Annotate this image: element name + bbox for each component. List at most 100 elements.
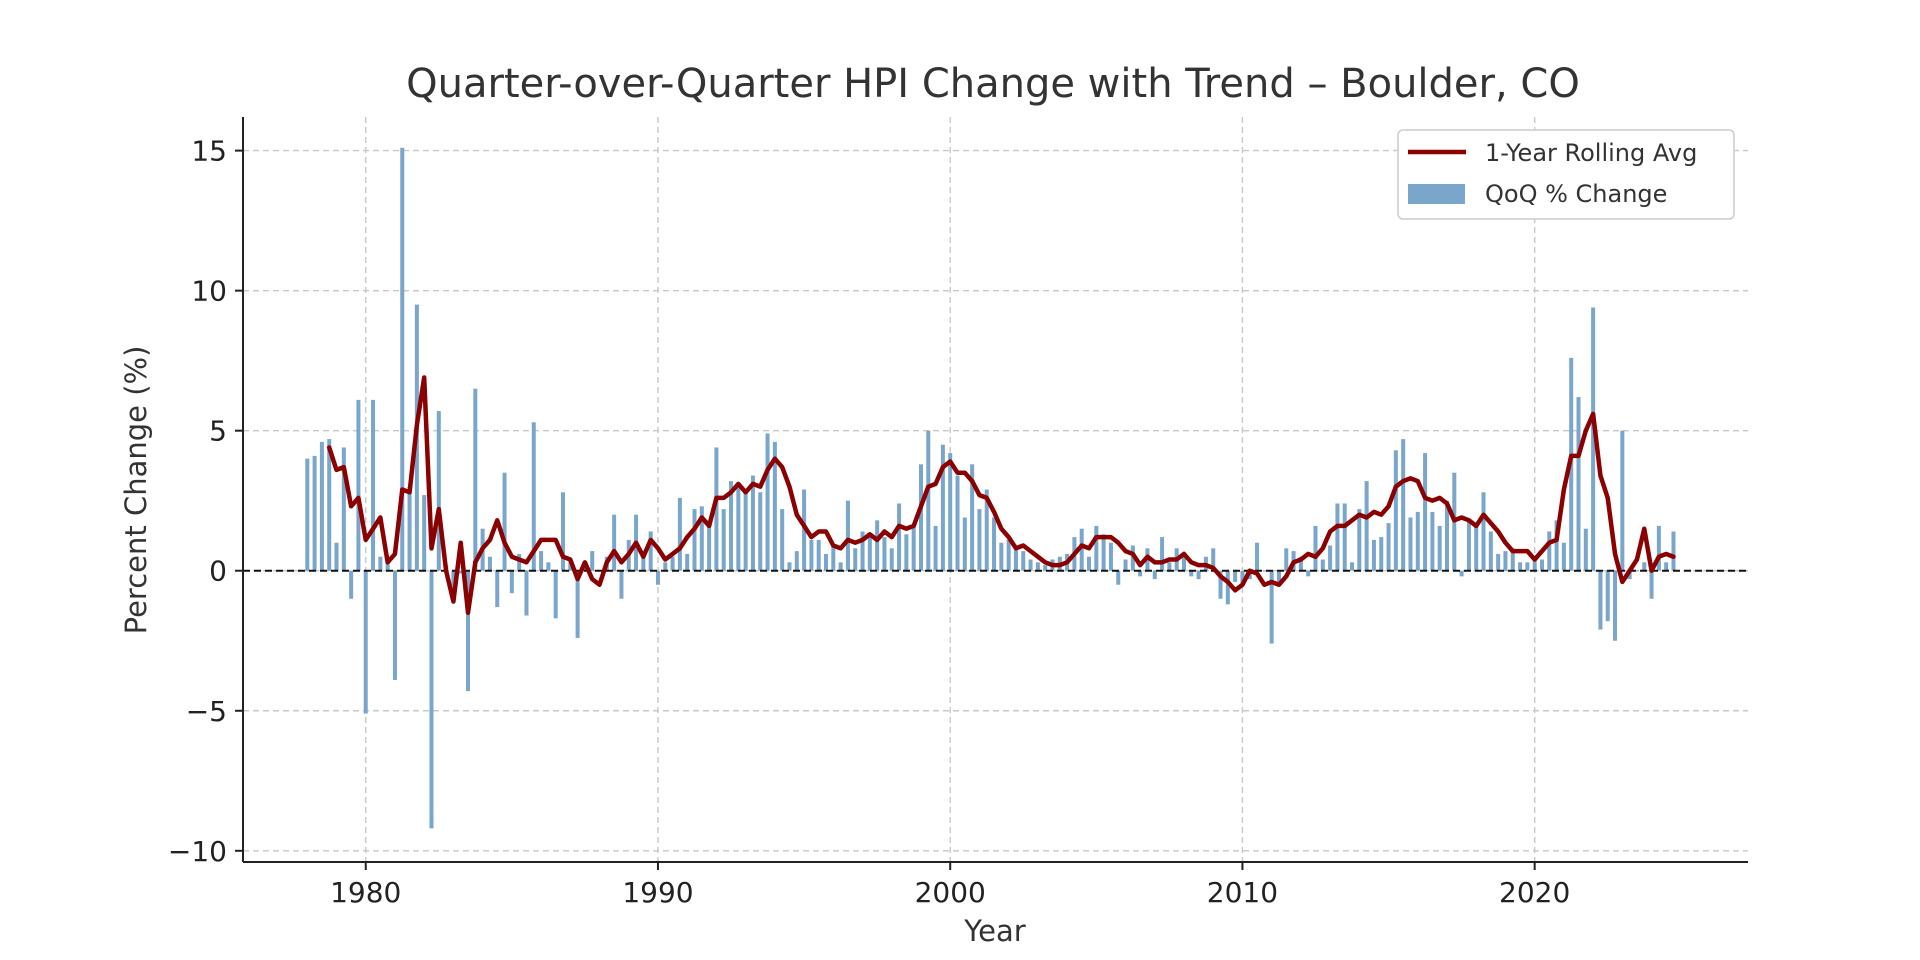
qoq-bar	[1284, 548, 1289, 571]
qoq-bar	[1094, 525, 1099, 571]
qoq-bar	[1664, 562, 1669, 571]
qoq-bar	[1269, 570, 1274, 644]
qoq-bar	[473, 388, 478, 571]
y-tick-label: 5	[209, 415, 227, 448]
qoq-bar	[1167, 562, 1172, 571]
qoq-bar	[560, 492, 566, 571]
qoq-bar	[1591, 307, 1596, 571]
rolling-avg-line	[326, 375, 1676, 615]
qoq-bar	[699, 506, 704, 571]
qoq-bar	[992, 517, 997, 571]
qoq-bar	[1152, 570, 1157, 580]
qoq-bar	[838, 562, 843, 571]
qoq-bar	[809, 539, 814, 571]
qoq-bar	[802, 489, 807, 571]
qoq-bar	[1350, 562, 1355, 571]
qoq-bar	[641, 551, 646, 571]
qoq-bar	[575, 570, 580, 638]
qoq-bar	[794, 551, 799, 571]
qoq-bar	[663, 562, 668, 571]
qoq-bar	[546, 562, 551, 571]
qoq-bar	[531, 422, 536, 571]
qoq-bar	[1108, 542, 1113, 571]
qoq-bar	[875, 520, 880, 571]
qoq-bar	[882, 537, 887, 571]
qoq-bar	[1342, 503, 1347, 571]
legend-label-qoq: QoQ % Change	[1485, 180, 1667, 208]
qoq-bar	[1510, 548, 1515, 571]
qoq-bar	[984, 489, 989, 571]
qoq-bar	[685, 553, 690, 571]
qoq-bar	[1035, 562, 1040, 571]
qoq-bar	[1276, 570, 1281, 585]
qoq-bar	[772, 441, 777, 571]
qoq-bar	[1386, 523, 1391, 571]
qoq-bar	[1013, 548, 1018, 571]
qoq-bar	[1671, 531, 1676, 571]
qoq-bar	[349, 570, 354, 599]
qoq-bar	[466, 570, 471, 692]
qoq-bar	[1408, 517, 1413, 571]
qoq-bar	[1518, 562, 1523, 571]
tick-labels: 1980 1990 2000 2010 2020 −10 −5 0 5 10 15	[168, 135, 1570, 909]
qoq-bar	[1298, 556, 1303, 571]
qoq-bar	[400, 147, 405, 571]
qoq-bar	[1335, 503, 1340, 571]
qoq-bar	[1466, 520, 1471, 571]
qoq-bar	[1583, 528, 1588, 571]
qoq-bar	[1496, 553, 1501, 571]
qoq-bar	[1306, 570, 1311, 577]
qoq-bar	[312, 455, 317, 571]
qoq-bar	[1642, 562, 1647, 571]
qoq-bar	[1539, 559, 1544, 571]
qoq-bar	[948, 453, 953, 571]
qoq-bar	[1255, 542, 1260, 571]
chart-title: Quarter-over-Quarter HPI Change with Tre…	[406, 61, 1580, 107]
qoq-bar	[860, 531, 865, 571]
y-tick-label: 15	[191, 135, 227, 168]
qoq-bar	[970, 464, 975, 571]
qoq-bar	[458, 570, 463, 574]
qoq-bar	[319, 441, 324, 571]
qoq-bar	[612, 514, 617, 571]
y-axis-label: Percent Change (%)	[119, 346, 153, 635]
qoq-bar	[867, 537, 872, 571]
qoq-bar	[1525, 562, 1530, 571]
qoq-bar	[940, 444, 945, 571]
qoq-bar	[1613, 570, 1618, 641]
qoq-bar	[341, 447, 346, 571]
qoq-bar	[1313, 525, 1318, 571]
x-tick-label: 2000	[915, 876, 986, 909]
legend-box	[1397, 129, 1735, 220]
qoq-bar	[897, 503, 902, 571]
axes	[235, 117, 1748, 870]
qoq-bar	[1079, 528, 1084, 571]
qoq-bar	[1021, 551, 1026, 571]
qoq-bar	[1488, 531, 1493, 571]
qoq-bar	[392, 570, 397, 680]
y-tick-label: 0	[209, 555, 227, 588]
legend-label-rolling-avg: 1-Year Rolling Avg	[1485, 139, 1697, 167]
qoq-bar	[692, 509, 697, 571]
qoq-bars	[305, 147, 1676, 829]
qoq-bar	[750, 475, 755, 571]
qoq-bar	[1116, 570, 1121, 585]
qoq-bar	[385, 562, 390, 571]
qoq-bar	[1474, 525, 1479, 571]
x-tick-label: 1980	[330, 876, 401, 909]
qoq-bar	[823, 553, 829, 571]
qoq-bar	[1364, 481, 1369, 571]
qoq-bar	[1393, 450, 1398, 571]
x-tick-label: 1990	[622, 876, 693, 909]
qoq-bar	[363, 570, 368, 714]
qoq-bar	[371, 399, 376, 571]
qoq-bar	[487, 556, 492, 571]
qoq-bar	[1430, 511, 1435, 571]
qoq-bar	[1620, 430, 1625, 571]
qoq-bar	[1101, 534, 1106, 571]
qoq-bar	[539, 551, 544, 571]
qoq-bar	[509, 570, 514, 594]
qoq-bar	[1211, 548, 1216, 571]
qoq-bar	[1181, 553, 1186, 571]
qoq-bar	[1554, 520, 1559, 571]
